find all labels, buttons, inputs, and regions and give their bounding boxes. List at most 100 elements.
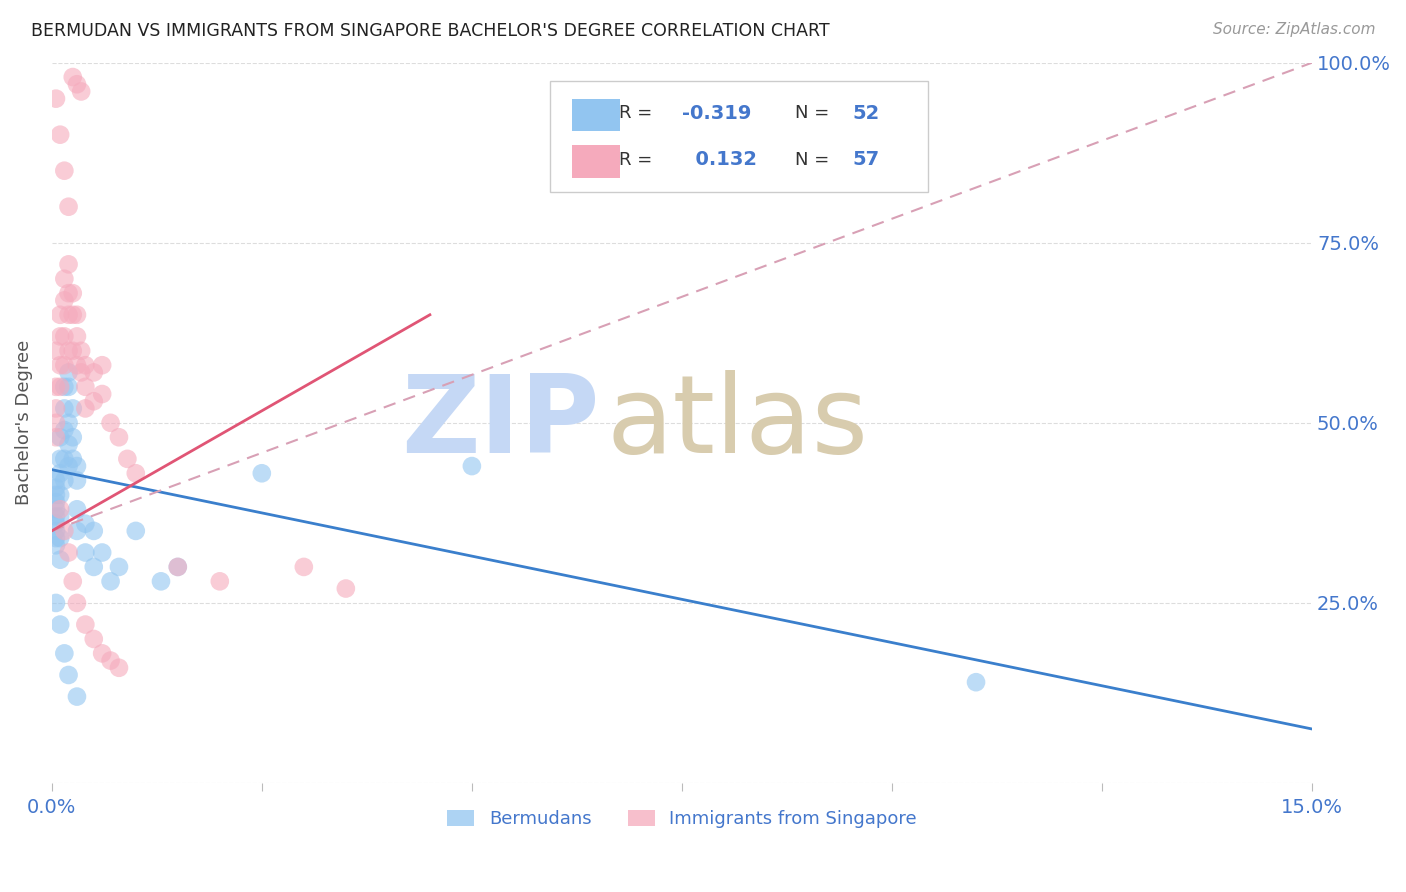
- Point: [58, 286, 80, 301]
- Point: [91, 387, 114, 401]
- Point: [53, 423, 76, 437]
- Point: [66, 502, 89, 516]
- Point: [108, 560, 131, 574]
- Point: [58, 308, 80, 322]
- Point: [45, 401, 67, 416]
- Text: N =: N =: [796, 104, 835, 122]
- Point: [53, 329, 76, 343]
- Point: [58, 200, 80, 214]
- Point: [45, 596, 67, 610]
- Point: [66, 458, 89, 473]
- Text: Source: ZipAtlas.com: Source: ZipAtlas.com: [1212, 22, 1375, 37]
- Point: [45, 531, 67, 545]
- Text: atlas: atlas: [606, 370, 869, 475]
- Point: [58, 257, 80, 271]
- Point: [66, 596, 89, 610]
- Point: [62, 343, 84, 358]
- Point: [53, 524, 76, 538]
- Point: [62, 430, 84, 444]
- Point: [49, 358, 72, 372]
- Point: [91, 358, 114, 372]
- Point: [75, 516, 97, 531]
- Text: -0.319: -0.319: [682, 103, 751, 122]
- Point: [70, 343, 93, 358]
- Point: [125, 467, 148, 481]
- Point: [58, 366, 80, 380]
- Text: ZIP: ZIP: [402, 370, 600, 475]
- Text: 57: 57: [852, 151, 879, 169]
- Point: [45, 92, 67, 106]
- Point: [58, 668, 80, 682]
- Point: [58, 458, 80, 473]
- Point: [108, 661, 131, 675]
- Point: [62, 308, 84, 322]
- Point: [292, 560, 315, 574]
- Point: [45, 524, 67, 538]
- FancyBboxPatch shape: [550, 80, 928, 193]
- Point: [58, 380, 80, 394]
- Point: [166, 560, 188, 574]
- Point: [75, 380, 97, 394]
- Point: [66, 358, 89, 372]
- Point: [66, 690, 89, 704]
- Point: [75, 401, 97, 416]
- Point: [53, 358, 76, 372]
- Point: [91, 545, 114, 559]
- Point: [58, 416, 80, 430]
- Point: [66, 329, 89, 343]
- Point: [58, 545, 80, 559]
- Point: [66, 77, 89, 91]
- FancyBboxPatch shape: [572, 145, 620, 178]
- Point: [45, 502, 67, 516]
- Point: [83, 632, 105, 646]
- Point: [45, 416, 67, 430]
- Point: [166, 560, 188, 574]
- Point: [83, 560, 105, 574]
- Point: [62, 401, 84, 416]
- Point: [100, 416, 122, 430]
- Point: [45, 430, 67, 444]
- Point: [45, 474, 67, 488]
- Point: [45, 380, 67, 394]
- Point: [45, 343, 67, 358]
- Point: [49, 380, 72, 394]
- Point: [208, 574, 231, 589]
- Point: [45, 495, 67, 509]
- Point: [108, 430, 131, 444]
- Point: [49, 531, 72, 545]
- Point: [66, 524, 89, 538]
- Point: [49, 502, 72, 516]
- Text: N =: N =: [796, 151, 835, 169]
- Y-axis label: Bachelor's Degree: Bachelor's Degree: [15, 340, 32, 506]
- Point: [45, 509, 67, 524]
- Point: [70, 85, 93, 99]
- Point: [66, 308, 89, 322]
- Point: [53, 401, 76, 416]
- Point: [125, 524, 148, 538]
- Point: [100, 654, 122, 668]
- Point: [49, 451, 72, 466]
- Point: [45, 538, 67, 552]
- Point: [149, 574, 172, 589]
- Point: [250, 467, 273, 481]
- Point: [58, 343, 80, 358]
- Point: [49, 308, 72, 322]
- Point: [45, 488, 67, 502]
- Text: R =: R =: [619, 151, 658, 169]
- Point: [53, 380, 76, 394]
- Point: [45, 481, 67, 495]
- Point: [91, 646, 114, 660]
- Point: [75, 545, 97, 559]
- Point: [53, 646, 76, 660]
- Point: [335, 582, 357, 596]
- Point: [62, 574, 84, 589]
- Text: R =: R =: [619, 104, 658, 122]
- Point: [53, 474, 76, 488]
- Text: 52: 52: [852, 103, 879, 122]
- Point: [53, 272, 76, 286]
- Point: [461, 458, 484, 473]
- Point: [49, 488, 72, 502]
- Point: [49, 509, 72, 524]
- Point: [49, 617, 72, 632]
- Point: [49, 467, 72, 481]
